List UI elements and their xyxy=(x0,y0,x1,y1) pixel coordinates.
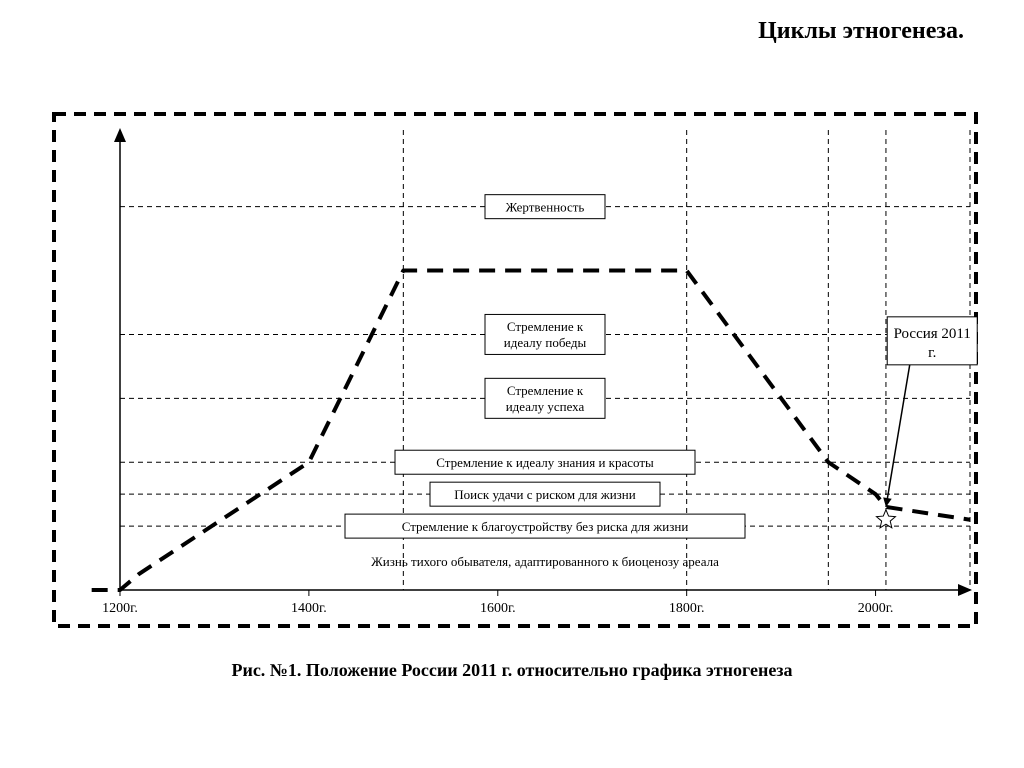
svg-text:Стремление к идеалу знания и: Стремление к идеалу знания и красоты xyxy=(436,455,654,470)
page-title: Циклы этногенеза. xyxy=(758,18,964,45)
svg-text:Стремление к: Стремление к xyxy=(507,319,584,334)
svg-text:Стремление к: Стремление к xyxy=(507,383,584,398)
ethnogenesis-chart: 1200г. 1400г. 1600г. 1800г. 2000г. Жертвеннос… xyxy=(50,110,980,630)
svg-text:1200г.: 1200г. xyxy=(102,601,138,616)
svg-text:1400г.: 1400г. xyxy=(291,601,327,616)
svg-text:1800г.: 1800г. xyxy=(669,601,705,616)
svg-text:г.: г. xyxy=(928,345,936,361)
figure-caption: Рис. №1. Положение России 2011 г. относи… xyxy=(0,660,1024,681)
svg-text:Поиск удачи с риском для жизни: Поиск удачи с риском для жизни xyxy=(454,487,635,502)
svg-text:Жизнь тихого обывателя, адапти: Жизнь тихого обывателя, адаптированного … xyxy=(371,554,719,569)
svg-text:2000г.: 2000г. xyxy=(858,601,894,616)
svg-text:Стремление к благоустройству б: Стремление к благоустройству без риска д… xyxy=(402,519,689,534)
svg-text:1600г.: 1600г. xyxy=(480,601,516,616)
svg-text:идеалу победы: идеалу победы xyxy=(504,335,587,350)
svg-text:Россия 2011: Россия 2011 xyxy=(894,326,971,342)
svg-text:идеалу успеха: идеалу успеха xyxy=(506,399,585,414)
svg-text:Жертвенность: Жертвенность xyxy=(506,199,585,214)
